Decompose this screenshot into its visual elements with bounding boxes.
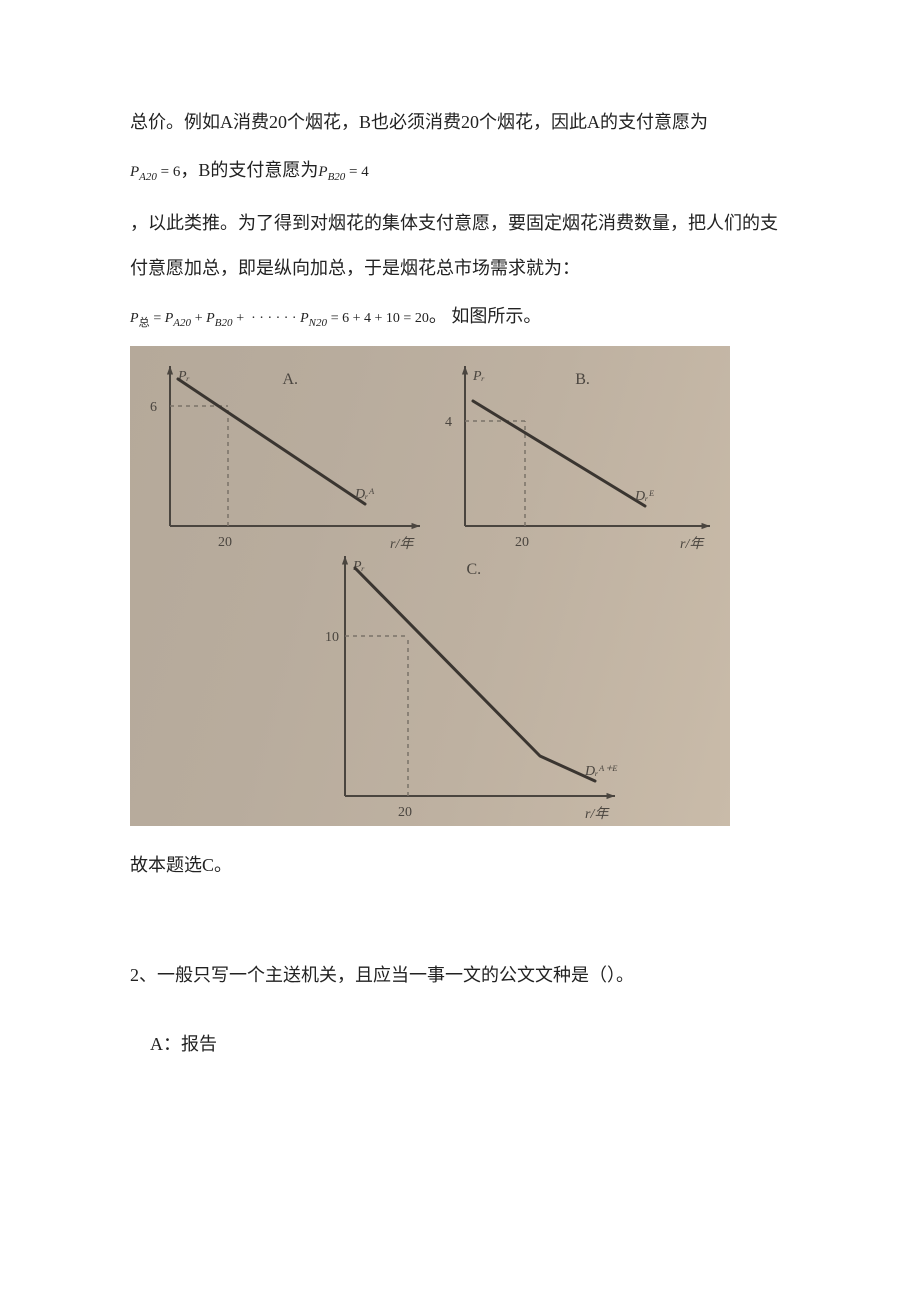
svg-text:B.: B. [575,371,590,388]
eq-lhs-b: P [318,164,327,180]
svg-text:r/年: r/年 [680,536,705,552]
explanation-p3: ，以此类推。为了得到对烟花的集体支付意愿，要固定烟花消费数量，把人们的支付意愿加… [130,201,790,291]
svg-text:A.: A. [283,371,299,388]
eq-rhs: = 6 [157,164,180,180]
answer-conclusion: 故本题选C。 [130,846,790,886]
question-2: 2、一般只写一个主送机关，且应当一事一文的公文文种是（）。 [130,956,790,996]
eq-lhs: P [130,164,139,180]
svg-text:C.: C. [467,561,482,578]
p2-mid: ，B的支付意愿为 [180,160,318,180]
eq-sub: A20 [139,171,157,183]
svg-text:10: 10 [325,630,339,645]
eq-sub-b: B20 [328,171,346,183]
option-a: A：报告 [130,1025,790,1065]
equation-pa20: PA20 = 6，B的支付意愿为PB20 = 4 [130,151,790,191]
svg-text:6: 6 [150,400,157,415]
p4-tail: 。 如图所示。 [429,306,542,326]
figure-svg: PᵣA.620r/年DᵣᴬPᵣB.420r/年DᵣᴱPᵣC.1020r/年Dᵣᴬ… [130,346,730,826]
svg-text:Pᵣ: Pᵣ [472,369,485,384]
equation-sum: P总 = PA20 + PB20 + · · · · · · PN20 = 6 … [130,297,790,337]
svg-text:Dᵣᴱ: Dᵣᴱ [634,489,655,504]
svg-text:Dᵣᴬ: Dᵣᴬ [354,487,375,502]
svg-text:20: 20 [398,805,412,820]
demand-curves-figure: PᵣA.620r/年DᵣᴬPᵣB.420r/年DᵣᴱPᵣC.1020r/年Dᵣᴬ… [130,346,730,826]
svg-text:r/年: r/年 [585,806,610,822]
eq-rhs-b: = 4 [345,164,368,180]
explanation-p1: 总价。例如A消费20个烟花，B也必须消费20个烟花，因此A的支付意愿为 [130,100,790,145]
svg-text:r/年: r/年 [390,536,415,552]
svg-text:4: 4 [445,415,452,430]
svg-text:20: 20 [218,535,232,550]
svg-text:20: 20 [515,535,529,550]
svg-text:Dᵣᴬ⁺ᴱ: Dᵣᴬ⁺ᴱ [584,764,618,779]
